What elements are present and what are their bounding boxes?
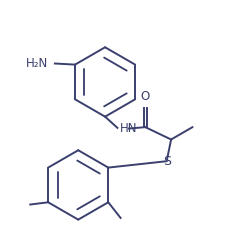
Text: HN: HN xyxy=(120,123,137,135)
Text: H₂N: H₂N xyxy=(26,57,48,70)
Text: S: S xyxy=(163,155,171,168)
Text: O: O xyxy=(141,90,150,103)
